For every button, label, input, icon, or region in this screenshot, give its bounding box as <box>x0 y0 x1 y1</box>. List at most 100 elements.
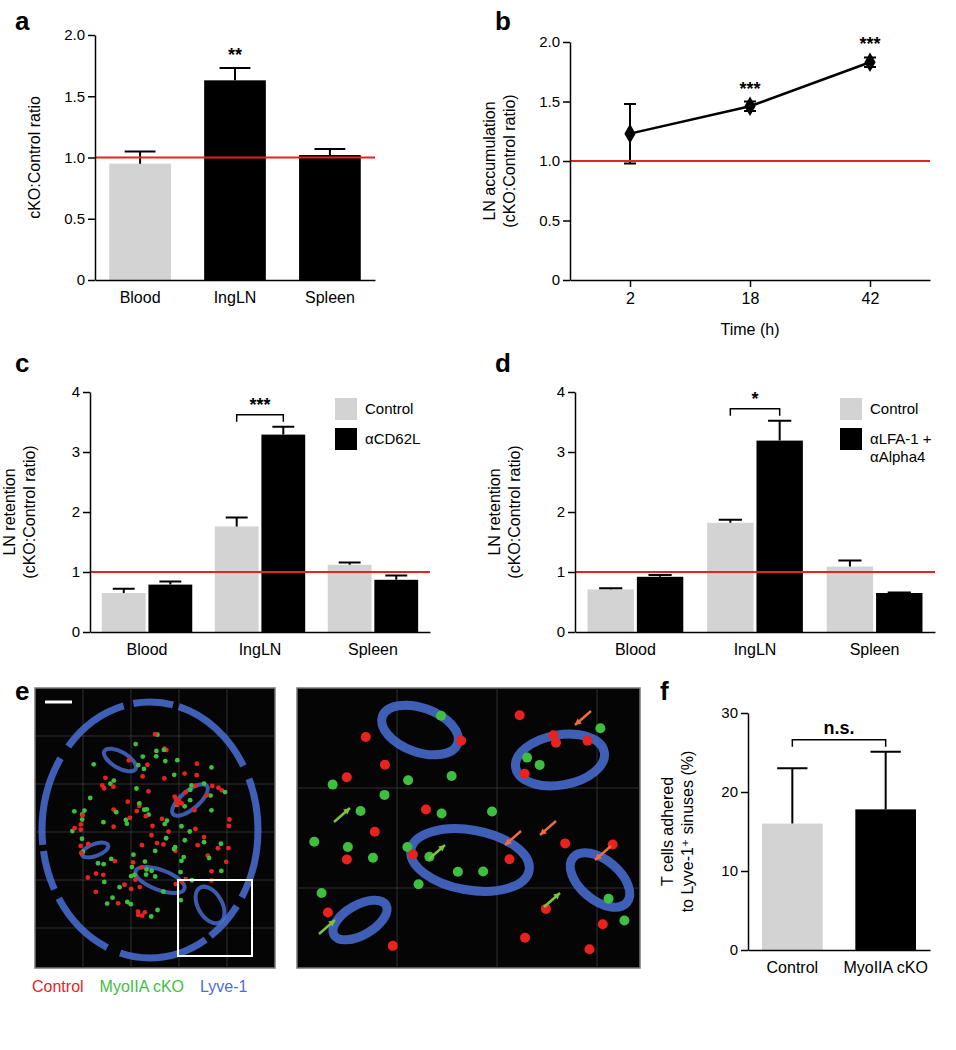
cell-dot <box>127 815 132 820</box>
y-tick-label: 0.5 <box>64 210 85 227</box>
y-tick: 0 <box>730 941 748 958</box>
y-tick: 1.5 <box>64 88 95 105</box>
cell-dot <box>194 761 199 766</box>
cell-dot <box>216 846 221 851</box>
y-axis-line <box>748 714 750 951</box>
cell-dot <box>164 818 169 823</box>
cell-dot <box>207 856 212 861</box>
cell-dot <box>583 736 593 746</box>
y-tick-label: 1.5 <box>64 88 85 105</box>
cell-dot <box>414 879 424 889</box>
y-axis: 00.51.01.52.0 <box>64 26 95 288</box>
cell-dot <box>219 869 224 874</box>
cell-dot <box>144 872 149 877</box>
cell-dot <box>551 738 561 748</box>
cell-dot <box>421 805 431 815</box>
cell-dot <box>192 808 197 813</box>
cell-dot <box>103 775 108 780</box>
reference-line <box>90 571 430 573</box>
cell-dot <box>136 909 141 914</box>
micrograph <box>35 688 275 968</box>
y-tick-label: 2.0 <box>539 33 560 50</box>
y-axis: 01234 <box>72 383 91 640</box>
legend-swatch <box>840 428 862 450</box>
cell-dot <box>226 846 231 851</box>
x-tick: Control <box>767 950 819 976</box>
cell-dot <box>72 809 77 814</box>
panel-label: d <box>495 348 511 378</box>
x-tick-label: MyoIIA cKO <box>843 959 927 976</box>
sinus <box>190 882 231 929</box>
cell-dot <box>150 824 155 829</box>
arrow <box>429 845 445 859</box>
cell-dot <box>604 894 614 904</box>
arrow <box>319 920 335 934</box>
cell-dot <box>96 861 101 866</box>
cell-dot <box>210 784 215 789</box>
x-axis: BloodIngLNSpleen <box>91 632 431 658</box>
y-axis-title: cKO:Control ratio <box>26 96 43 219</box>
y-tick: 1.5 <box>539 93 570 110</box>
cell-dot <box>209 808 214 813</box>
cell-dot <box>328 780 338 790</box>
y-tick-label: 0 <box>730 941 738 958</box>
error-bar <box>226 517 248 526</box>
cell-dot <box>535 760 545 770</box>
reference-line <box>95 157 375 159</box>
cell-dot <box>183 790 188 795</box>
cell-dot <box>219 841 224 846</box>
cell-dot <box>379 790 389 800</box>
cell-dot <box>175 802 180 807</box>
cell-dot <box>153 849 158 854</box>
cell-dot <box>101 862 106 867</box>
data-line <box>630 62 870 133</box>
cell-dot <box>202 781 207 786</box>
arrow-head <box>343 808 350 815</box>
cell-dot <box>128 902 133 907</box>
cell-dot <box>178 898 183 903</box>
cell-dot <box>133 742 138 747</box>
legend-swatch <box>840 398 862 420</box>
x-axis-line <box>91 632 431 634</box>
cell-dot <box>134 786 139 791</box>
cell-dot <box>78 844 83 849</box>
error-bar <box>220 68 251 80</box>
cell-dot <box>72 826 77 831</box>
cell-dot <box>129 874 134 879</box>
cell-dot <box>216 785 221 790</box>
arrow <box>575 711 591 725</box>
y-axis: 00.51.01.52.0 <box>539 33 570 288</box>
cell-dot <box>361 732 371 742</box>
arrow <box>595 846 611 860</box>
arrow <box>540 821 556 835</box>
annotation: *** <box>739 79 760 99</box>
scale-bar <box>45 701 72 704</box>
error-bar <box>777 768 807 823</box>
cell-dot <box>124 821 129 826</box>
error-bar <box>719 520 742 523</box>
cell-dot <box>174 797 179 802</box>
plot-area <box>575 421 935 632</box>
cell-dot <box>195 843 200 848</box>
plot-area <box>95 68 375 280</box>
cell-dot <box>91 762 96 767</box>
image-grid <box>131 688 132 968</box>
cell-dot <box>111 824 116 829</box>
y-tick-label: 4 <box>557 383 565 400</box>
legend-label: αCD62L <box>365 430 420 447</box>
x-axis-title: Time (h) <box>721 321 780 338</box>
cell-dot <box>140 843 145 848</box>
error-bar <box>838 561 861 567</box>
bar <box>827 567 873 632</box>
reference-line <box>570 160 930 162</box>
cell-dot <box>456 736 466 746</box>
cell-dot <box>368 853 378 863</box>
cell-dot <box>175 802 180 807</box>
cell-dot <box>131 852 136 857</box>
error-bar <box>888 591 911 594</box>
plot-area <box>762 752 916 950</box>
x-tick-label: IngLN <box>239 641 282 658</box>
cell-dot <box>309 837 319 847</box>
cell-dot <box>342 772 352 782</box>
y-tick-mark <box>568 452 575 454</box>
